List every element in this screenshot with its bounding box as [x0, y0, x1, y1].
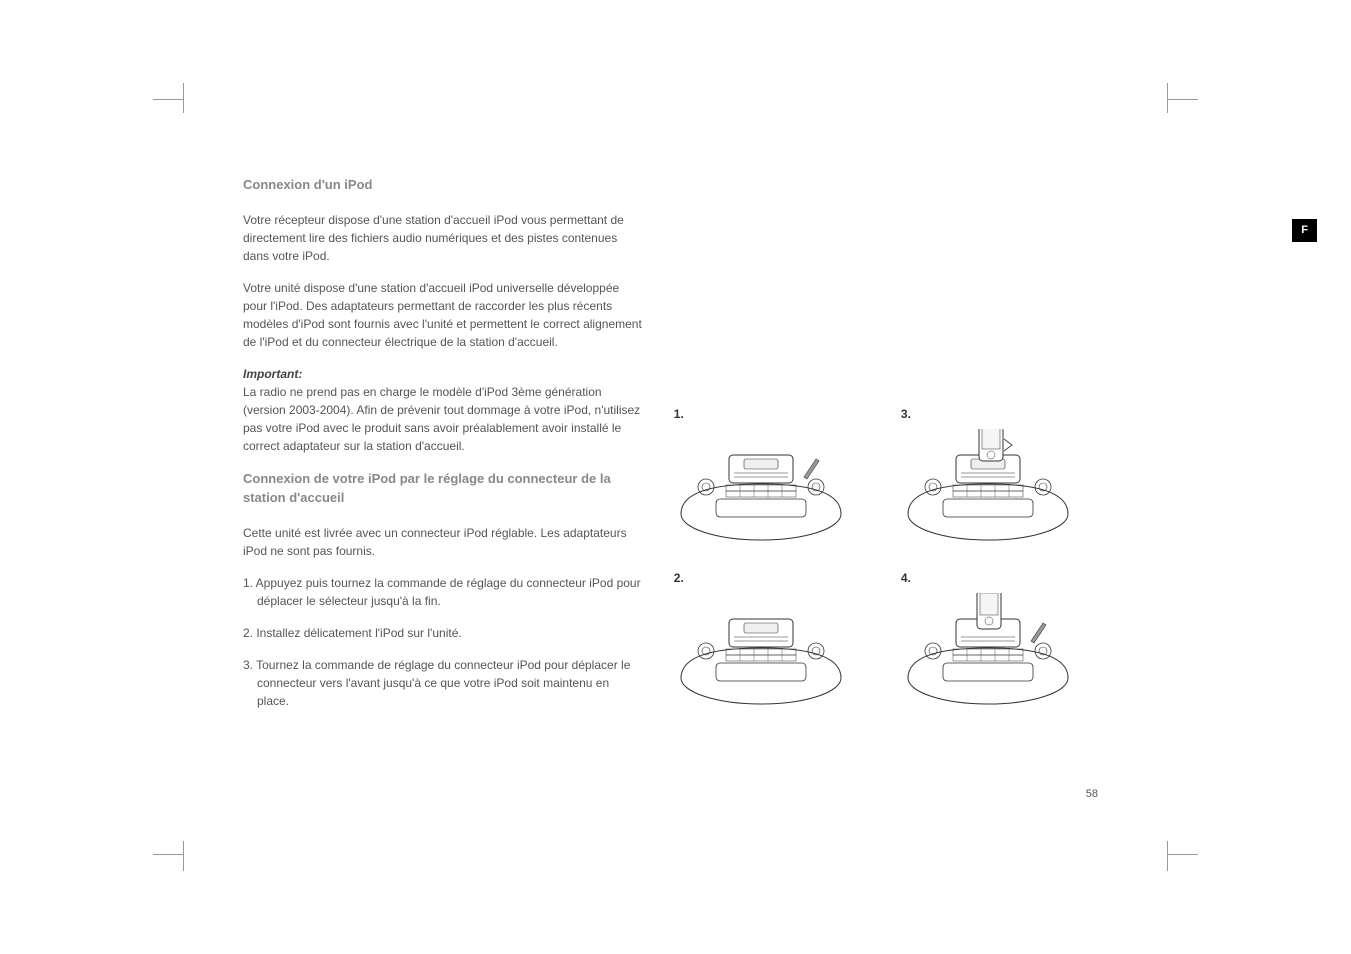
figure-label: 2. — [674, 569, 881, 587]
crop-mark — [183, 841, 184, 871]
page-number: 58 — [1086, 786, 1098, 803]
page-content: Connexion d'un iPod Votre récepteur disp… — [243, 175, 1108, 814]
heading-connexion-reglage: Connexion de votre iPod par le réglage d… — [243, 469, 644, 508]
figure-label: 3. — [901, 405, 1108, 423]
figure-label: 4. — [901, 569, 1108, 587]
crop-mark — [1167, 83, 1168, 113]
crop-mark — [1168, 854, 1198, 855]
figure-4: 4. — [901, 569, 1108, 713]
paragraph: Votre unité dispose d'une station d'accu… — [243, 279, 644, 351]
crop-mark — [1168, 99, 1198, 100]
paragraph: Votre récepteur dispose d'une station d'… — [243, 211, 644, 265]
figure-column: 1. — [674, 175, 1108, 814]
step-2: 2. Installez délicatement l'iPod sur l'u… — [243, 624, 644, 642]
device-illustration — [674, 593, 849, 708]
figure-label: 1. — [674, 405, 881, 423]
device-illustration — [674, 429, 849, 544]
paragraph: La radio ne prend pas en charge le modèl… — [243, 383, 644, 455]
step-3: 3. Tournez la commande de réglage du con… — [243, 656, 644, 710]
device-illustration — [901, 429, 1076, 544]
figure-3: 3. — [901, 405, 1108, 549]
crop-mark — [153, 854, 183, 855]
device-illustration — [901, 593, 1076, 708]
paragraph: Cette unité est livrée avec un connecteu… — [243, 524, 644, 560]
crop-mark — [153, 99, 183, 100]
text-column: Connexion d'un iPod Votre récepteur disp… — [243, 175, 674, 814]
heading-connexion-ipod: Connexion d'un iPod — [243, 175, 644, 195]
step-1: 1. Appuyez puis tournez la commande de r… — [243, 574, 644, 610]
crop-mark — [183, 83, 184, 113]
figure-1: 1. — [674, 405, 881, 549]
crop-mark — [1167, 841, 1168, 871]
figure-2: 2. — [674, 569, 881, 713]
important-label: Important: — [243, 365, 644, 383]
language-tab: F — [1292, 219, 1317, 242]
figure-grid: 1. — [674, 405, 1108, 713]
